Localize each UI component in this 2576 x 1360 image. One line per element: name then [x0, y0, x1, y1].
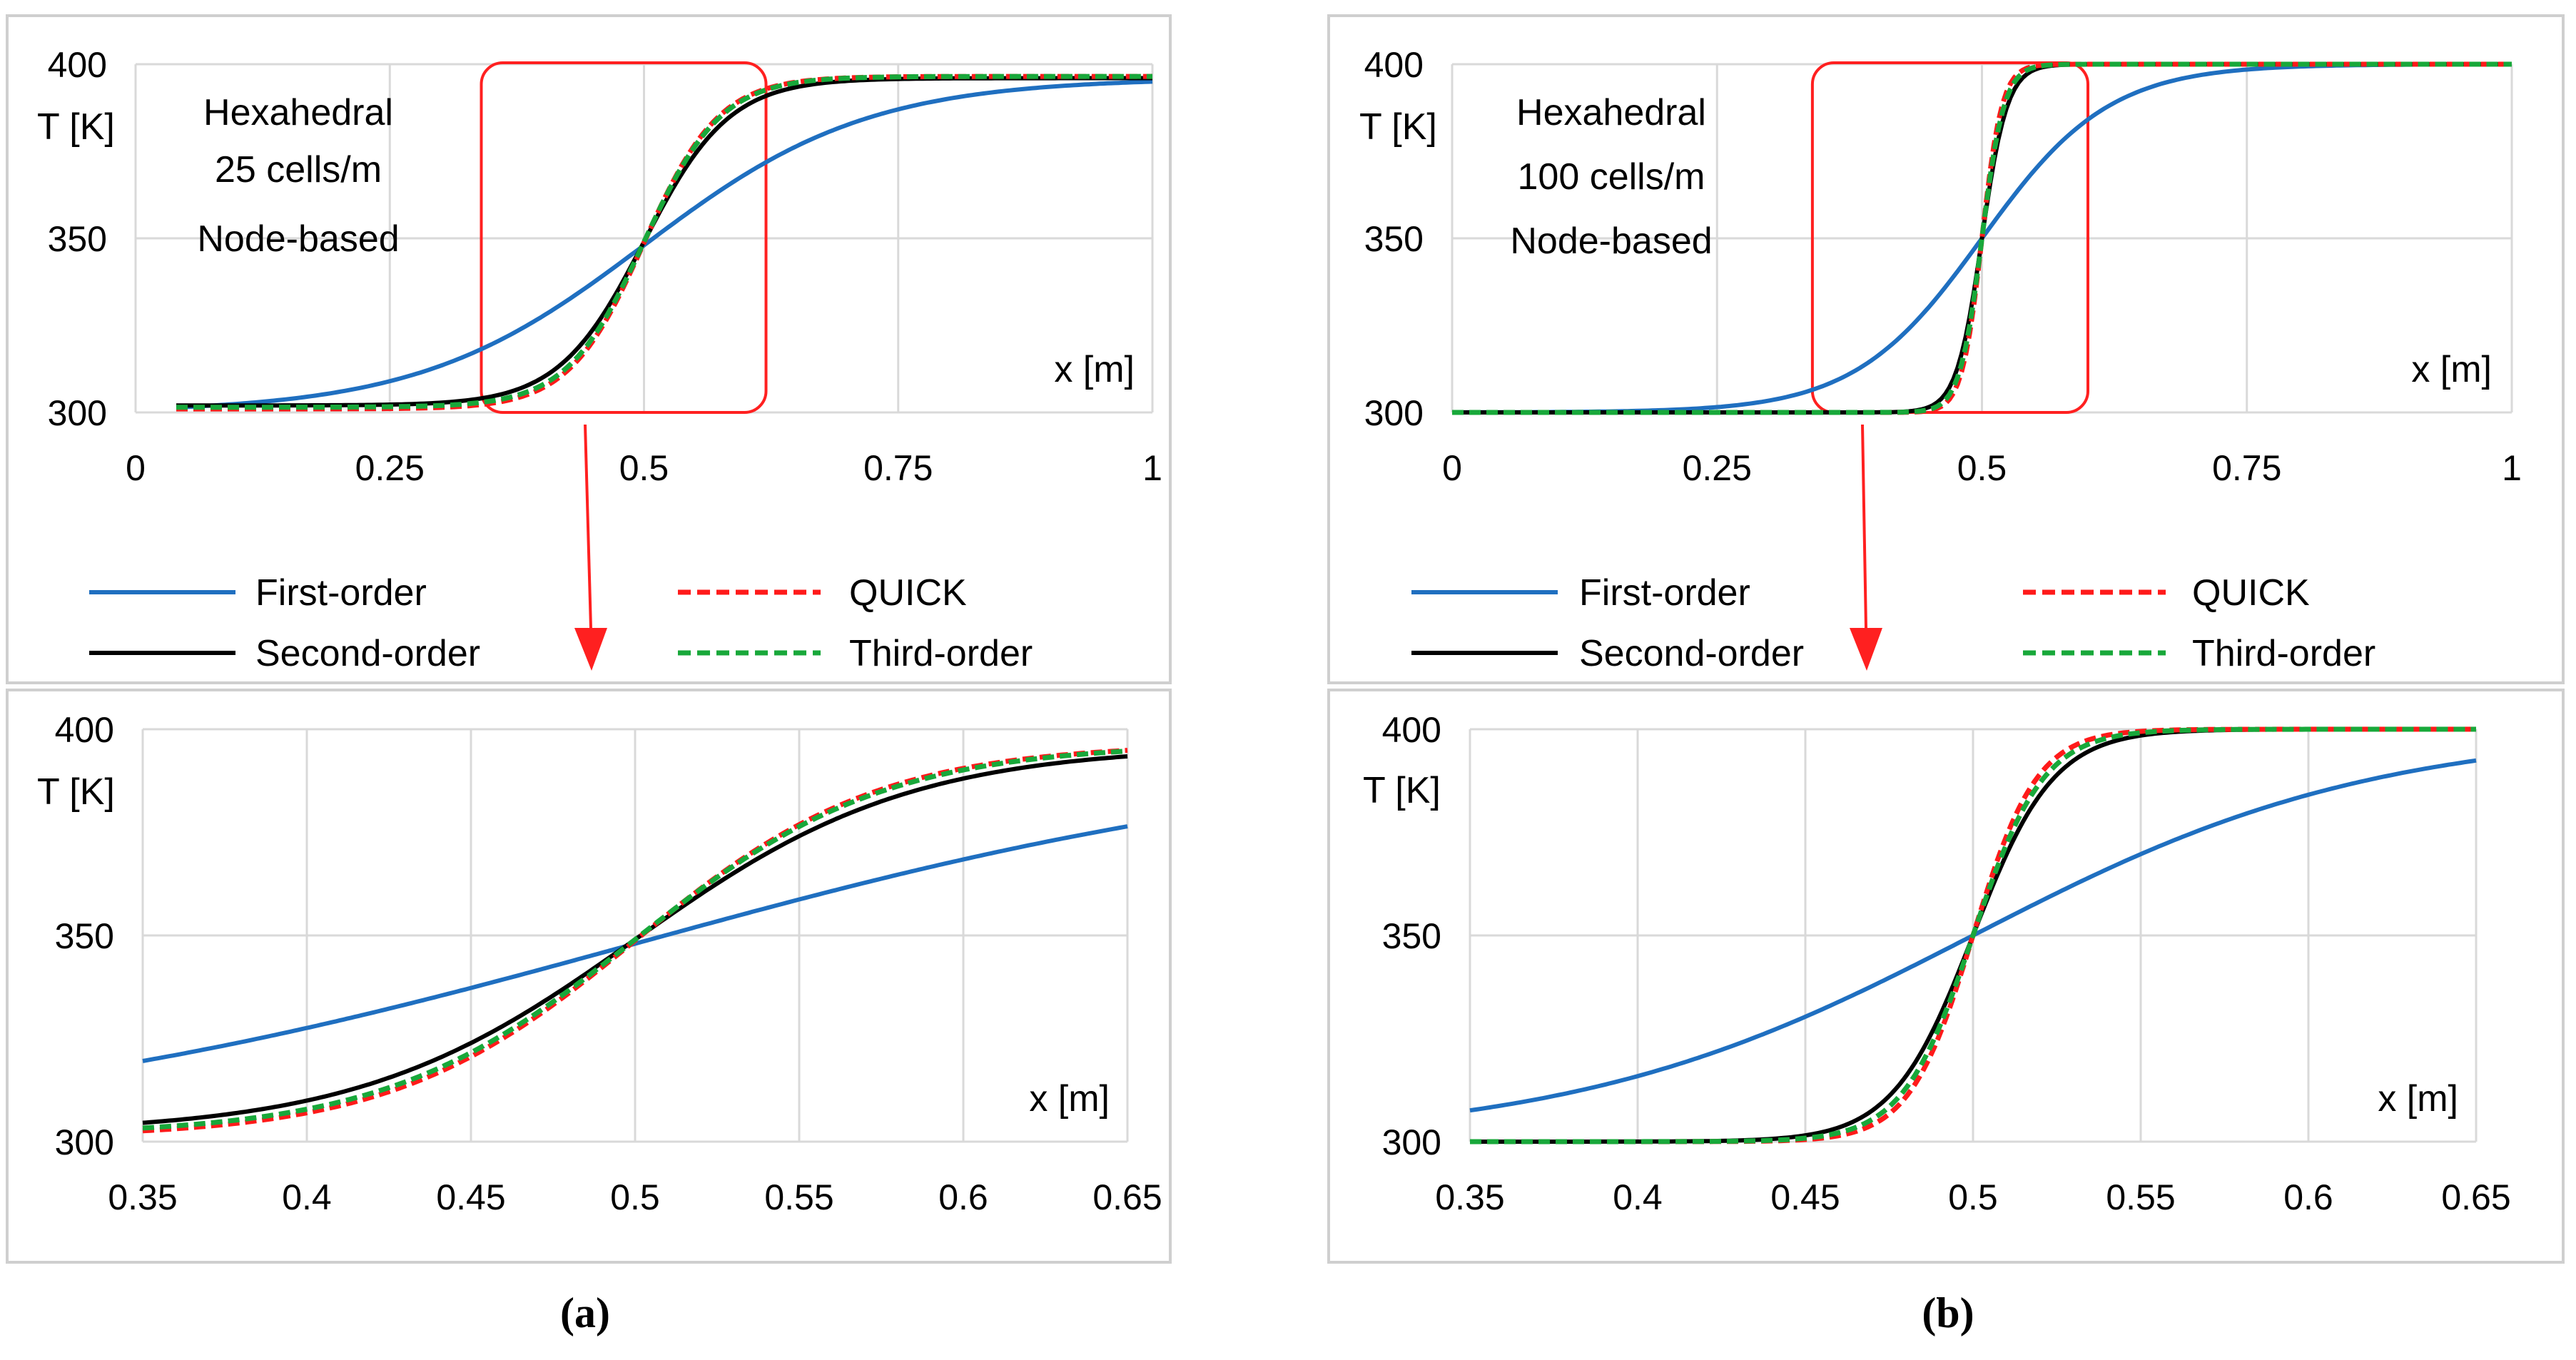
x-tick-label: 0.35: [108, 1177, 177, 1217]
y-tick-label: 400: [48, 45, 107, 85]
x-axis-label: x [m]: [1054, 349, 1135, 390]
legend-label-third-order: Third-order: [2192, 633, 2375, 674]
panel-a: 300 350 400 0 0.25 0.5 0.75 1 T [K] x [m] Hexa…: [6, 14, 1172, 1336]
panel-b-label: (b): [1922, 1289, 1974, 1336]
info-line-1: Hexahedral: [203, 92, 393, 133]
legend-label-first-order: First-order: [1579, 572, 1750, 614]
panel-a-label: (a): [560, 1289, 610, 1336]
panel-b: 300 350 400 0 0.25 0.5 0.75 1 T [K] x [m] Hexa…: [1327, 14, 2565, 1336]
legend-a: First-order QUICK Second-order Third-ord…: [89, 572, 1033, 674]
series-third-order: [1452, 61, 2512, 415]
legend-label-quick: QUICK: [2192, 572, 2310, 614]
y-tick-label: 400: [55, 710, 114, 750]
y-tick-labels: 300 350 400: [48, 45, 107, 433]
x-tick-label: 0.25: [1683, 448, 1752, 488]
x-tick-label: 0.4: [1613, 1177, 1663, 1217]
series-third-order: [142, 748, 1128, 1131]
info-line-1: Hexahedral: [1516, 92, 1706, 133]
zoom-box: [480, 61, 768, 414]
x-tick-label: 0.6: [2283, 1177, 2333, 1217]
zoom-arrow-a: [574, 424, 607, 671]
x-tick-label: 0: [126, 448, 146, 488]
legend-b: First-order QUICK Second-order Third-ord…: [1411, 572, 2375, 674]
zoom-box: [1810, 61, 2089, 414]
info-line-3: Node-based: [197, 218, 399, 260]
legend-label-second-order: Second-order: [1579, 633, 1804, 674]
zoom-box-layer: [480, 61, 768, 414]
y-axis-label: T [K]: [1359, 106, 1437, 148]
x-tick-label: 1: [2502, 448, 2522, 488]
series-layer: [1452, 61, 2512, 415]
series-first-order: [176, 79, 1153, 410]
series-layer: [1469, 726, 2477, 1145]
x-tick-label: 0.6: [938, 1177, 988, 1217]
x-axis-label: x [m]: [2378, 1078, 2458, 1120]
legend-label-first-order: First-order: [255, 572, 427, 614]
chart-a-top: 300 350 400 0 0.25 0.5 0.75 1 T [K] x [m] Hexa…: [37, 45, 1162, 488]
x-tick-label: 0.55: [2106, 1177, 2175, 1217]
legend-label-quick: QUICK: [849, 572, 967, 614]
y-tick-label: 350: [1364, 219, 1424, 259]
y-tick-label: 350: [1382, 916, 1441, 956]
y-tick-labels: 300 350 400: [55, 710, 114, 1162]
x-tick-labels: 0.35 0.4 0.45 0.5 0.55 0.6 0.65: [1435, 1177, 2510, 1217]
y-tick-label: 400: [1382, 710, 1441, 750]
x-tick-label: 0.5: [619, 448, 669, 488]
y-tick-label: 300: [1382, 1122, 1441, 1162]
x-axis-label: x [m]: [1029, 1078, 1110, 1120]
x-tick-labels: 0 0.25 0.5 0.75 1: [126, 448, 1162, 488]
x-tick-label: 0.55: [764, 1177, 833, 1217]
x-tick-label: 0.4: [282, 1177, 332, 1217]
panel-a-bottom-frame: [6, 689, 1172, 1264]
x-tick-label: 0.25: [355, 448, 425, 488]
legend-label-second-order: Second-order: [255, 633, 480, 674]
y-tick-label: 300: [1364, 393, 1424, 433]
y-tick-labels: 300 350 400: [1382, 710, 1441, 1162]
x-tick-labels: 0.35 0.4 0.45 0.5 0.55 0.6 0.65: [108, 1177, 1162, 1217]
y-tick-label: 300: [55, 1122, 114, 1162]
x-tick-label: 0.5: [1957, 448, 2007, 488]
y-tick-label: 350: [55, 916, 114, 956]
x-tick-label: 0.35: [1435, 1177, 1504, 1217]
series-layer: [176, 73, 1153, 412]
chart-a-bottom: 300 350 400 0.35 0.4 0.45 0.5 0.55 0.6 0.65 T [K…: [37, 710, 1162, 1217]
y-tick-label: 400: [1364, 45, 1424, 85]
y-tick-label: 300: [48, 393, 107, 433]
info-line-3: Node-based: [1510, 220, 1712, 262]
grid: [1469, 728, 2478, 1143]
series-layer: [142, 748, 1128, 1134]
y-axis-label: T [K]: [37, 106, 115, 148]
x-tick-label: 1: [1142, 448, 1162, 488]
info-line-2: 25 cells/m: [215, 149, 382, 191]
zoom-box-layer: [1810, 61, 2089, 414]
series-third-order: [176, 73, 1152, 410]
x-tick-label: 0: [1442, 448, 1462, 488]
panel-b-bottom-frame: [1327, 689, 2565, 1264]
info-line-2: 100 cells/m: [1518, 156, 1705, 198]
x-tick-labels: 0 0.25 0.5 0.75 1: [1442, 448, 2522, 488]
panel-b-top-frame: [1327, 14, 2565, 684]
panel-a-top-frame: [6, 14, 1172, 684]
grid: [141, 728, 1129, 1143]
x-tick-label: 0.75: [863, 448, 933, 488]
y-axis-label: T [K]: [37, 771, 115, 813]
zoom-arrow-b: [1850, 424, 1882, 671]
series-third-order: [1470, 726, 2476, 1145]
y-tick-labels: 300 350 400: [1364, 45, 1424, 433]
x-tick-label: 0.65: [2441, 1177, 2510, 1217]
legend-label-third-order: Third-order: [849, 633, 1033, 674]
y-axis-label: T [K]: [1363, 770, 1441, 811]
chart-b-top: 300 350 400 0 0.25 0.5 0.75 1 T [K] x [m] Hexa…: [1359, 45, 2522, 488]
chart-b-bottom: 300 350 400 0.35 0.4 0.45 0.5 0.55 0.6 0.65 T [K…: [1363, 710, 2511, 1217]
x-tick-label: 0.45: [1770, 1177, 1840, 1217]
x-tick-label: 0.45: [436, 1177, 505, 1217]
x-tick-label: 0.5: [1948, 1177, 1998, 1217]
x-tick-label: 0.5: [610, 1177, 660, 1217]
y-tick-label: 350: [48, 219, 107, 259]
x-axis-label: x [m]: [2411, 349, 2492, 390]
x-tick-label: 0.65: [1092, 1177, 1162, 1217]
x-tick-label: 0.75: [2212, 448, 2281, 488]
